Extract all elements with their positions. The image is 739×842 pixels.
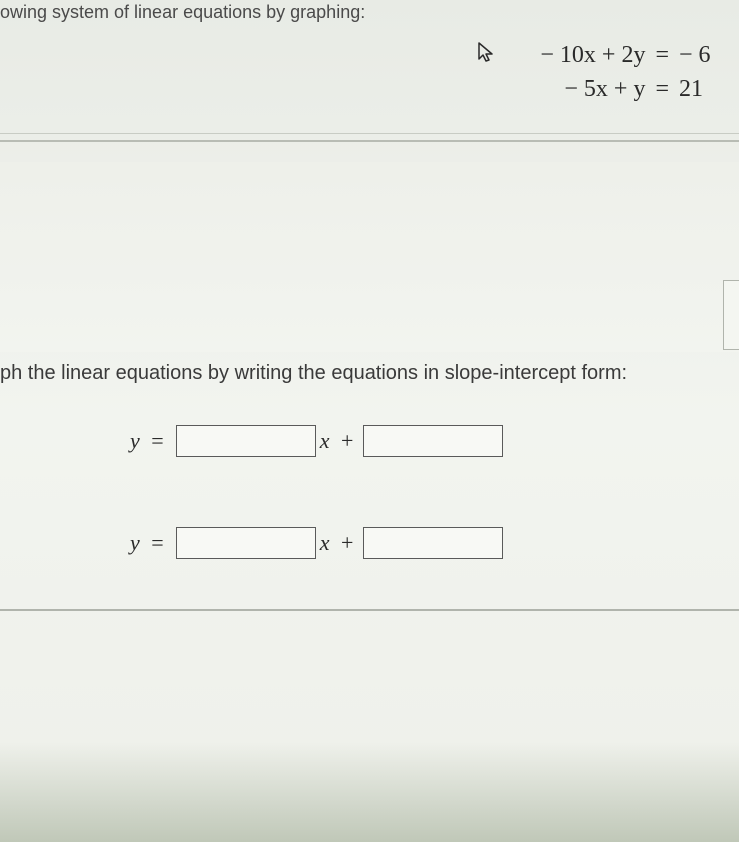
eq1-lhs: − 10x + 2y [515, 42, 645, 69]
row1-equals: = [151, 428, 163, 453]
row1-y-label: y = [130, 428, 164, 454]
eq2-lhs: − 5x + y [515, 76, 645, 103]
row2-x-plus: x + [320, 530, 354, 556]
divider-2 [0, 140, 739, 142]
blank-spacer [0, 162, 739, 352]
row1-x: x [320, 428, 330, 453]
eq1-rhs: − 6 [679, 42, 719, 69]
row1-intercept-input[interactable] [363, 425, 503, 457]
row2-y: y [130, 530, 140, 555]
problem-header-section: owing system of linear equations by grap… [0, 0, 739, 162]
eq2-rhs: 21 [679, 76, 719, 103]
bottom-vignette [0, 742, 739, 842]
row2-slope-input[interactable] [176, 527, 316, 559]
row2-y-label: y = [130, 530, 164, 556]
worksheet-page: owing system of linear equations by grap… [0, 0, 739, 842]
slope-intercept-row-2: y = x + [130, 527, 739, 559]
divider-1 [0, 133, 739, 134]
instruction-text: ph the linear equations by writing the e… [0, 362, 739, 385]
system-of-equations: − 10x + 2y = − 6 − 5x + y = 21 [0, 23, 739, 103]
cursor-pointer-icon [477, 41, 495, 70]
section-bottom-border [0, 609, 739, 611]
row1-slope-input[interactable] [176, 425, 316, 457]
row2-equals: = [151, 530, 163, 555]
eq1-equals: = [645, 42, 679, 69]
equation-row-2: − 5x + y = 21 [0, 76, 719, 103]
row1-x-plus: x + [320, 428, 354, 454]
eq2-equals: = [645, 76, 679, 103]
row1-y: y [130, 428, 140, 453]
equation-row-1: − 10x + 2y = − 6 [0, 41, 719, 70]
slope-intercept-section: ph the linear equations by writing the e… [0, 352, 739, 609]
row2-x: x [320, 530, 330, 555]
row2-intercept-input[interactable] [363, 527, 503, 559]
partial-box-right-edge [723, 280, 739, 350]
slope-intercept-row-1: y = x + [130, 425, 739, 457]
row1-plus: + [341, 428, 353, 453]
question-text-fragment: owing system of linear equations by grap… [0, 0, 739, 23]
row2-plus: + [341, 530, 353, 555]
equation-input-group: y = x + y = x + [0, 385, 739, 559]
